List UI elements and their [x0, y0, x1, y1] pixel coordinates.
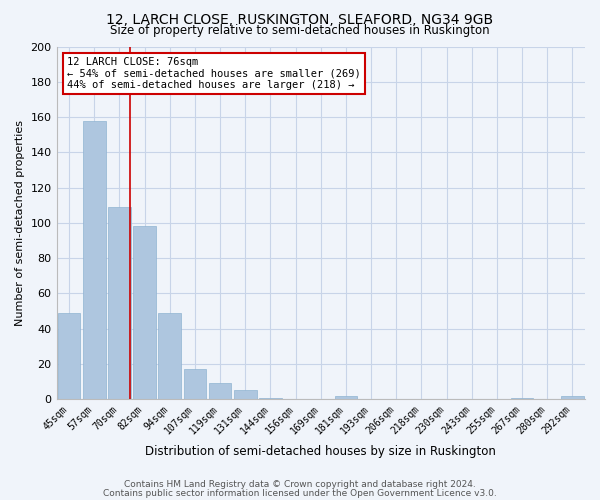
- Text: Contains HM Land Registry data © Crown copyright and database right 2024.: Contains HM Land Registry data © Crown c…: [124, 480, 476, 489]
- Bar: [108, 207, 131, 400]
- Bar: [158, 313, 181, 400]
- Bar: [335, 396, 357, 400]
- Bar: [511, 398, 533, 400]
- Bar: [133, 226, 156, 400]
- Bar: [83, 120, 106, 400]
- Bar: [234, 390, 257, 400]
- Bar: [184, 370, 206, 400]
- Bar: [209, 384, 232, 400]
- Bar: [58, 313, 80, 400]
- Bar: [561, 396, 584, 400]
- Text: Contains public sector information licensed under the Open Government Licence v3: Contains public sector information licen…: [103, 490, 497, 498]
- Y-axis label: Number of semi-detached properties: Number of semi-detached properties: [15, 120, 25, 326]
- Bar: [259, 398, 282, 400]
- Text: 12, LARCH CLOSE, RUSKINGTON, SLEAFORD, NG34 9GB: 12, LARCH CLOSE, RUSKINGTON, SLEAFORD, N…: [106, 12, 494, 26]
- X-axis label: Distribution of semi-detached houses by size in Ruskington: Distribution of semi-detached houses by …: [145, 444, 496, 458]
- Text: Size of property relative to semi-detached houses in Ruskington: Size of property relative to semi-detach…: [110, 24, 490, 37]
- Text: 12 LARCH CLOSE: 76sqm
← 54% of semi-detached houses are smaller (269)
44% of sem: 12 LARCH CLOSE: 76sqm ← 54% of semi-deta…: [67, 57, 361, 90]
